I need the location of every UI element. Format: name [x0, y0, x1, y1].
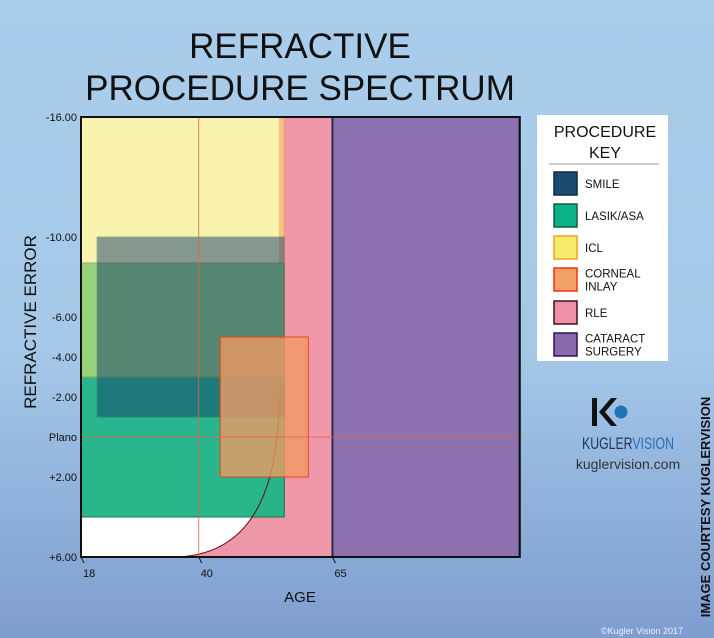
logo-dot-icon: [614, 405, 628, 419]
legend-label: RLE: [585, 308, 608, 320]
legend-title-2: KEY: [589, 145, 621, 162]
title-line-1: REFRACTIVE: [189, 27, 411, 66]
plot-area: -16.00 -10.00 -6.00 -4.00 -2.00 Plano +2.00 +6.…: [46, 112, 521, 580]
logo-url: kuglervision.com: [576, 456, 680, 472]
legend-label: SMILE: [585, 179, 620, 191]
legend-label: CATARACT: [585, 334, 645, 346]
x-tick-label: 65: [334, 568, 346, 580]
x-tick-label: 40: [201, 568, 213, 580]
y-tick-label: +6.00: [49, 552, 77, 564]
legend-swatch-icl: [553, 235, 578, 260]
legend-swatch-lasik-asa: [553, 203, 578, 228]
legend-swatch-rle: [553, 300, 578, 325]
legend-title-1: PROCEDURE: [554, 124, 656, 141]
plot-frame: [80, 116, 521, 558]
legend-label: LASIK/ASA: [585, 211, 644, 223]
logo-k-stem: [592, 398, 597, 426]
legend-label: ICL: [585, 243, 604, 255]
kuglervision-logo: KUGLERVISION kuglervision.com: [576, 398, 680, 472]
x-tick-mark: [80, 556, 85, 564]
y-tick-label: Plano: [49, 432, 77, 444]
logo-k-arm: [599, 398, 617, 426]
y-tick-label: -6.00: [52, 312, 77, 324]
legend-swatch-cataract-surgery: [553, 332, 578, 357]
x-tick-label: 18: [83, 568, 95, 580]
image-credit: IMAGE COURTESY KUGLERVISION: [698, 397, 713, 618]
x-axis-label: AGE: [284, 589, 316, 606]
y-tick-label: -4.00: [52, 352, 77, 364]
legend: PROCEDURE KEY SMILE LASIK/ASA ICL CORNEALIN…: [537, 115, 668, 361]
x-tick-mark: [198, 556, 203, 564]
legend-swatch-smile: [553, 171, 578, 196]
y-tick-label: -2.00: [52, 392, 77, 404]
copyright: ©Kugler Vision 2017: [601, 626, 683, 636]
y-tick-label: -10.00: [46, 232, 77, 244]
legend-label: CORNEAL: [585, 269, 641, 281]
legend-label: SURGERY: [585, 347, 642, 359]
y-tick-label: -16.00: [46, 112, 77, 124]
region-cataract-surgery: [331, 116, 521, 558]
y-tick-label: +2.00: [49, 472, 77, 484]
legend-label: INLAY: [585, 282, 618, 294]
title-line-2: PROCEDURE SPECTRUM: [85, 69, 515, 108]
y-axis-label: REFRACTIVE ERROR: [21, 235, 40, 409]
region-corneal-inlay: [219, 336, 309, 478]
x-tick-mark: [332, 556, 336, 564]
logo-brand: KUGLERVISION: [582, 434, 674, 453]
legend-swatch-corneal-inlay: [553, 267, 578, 292]
